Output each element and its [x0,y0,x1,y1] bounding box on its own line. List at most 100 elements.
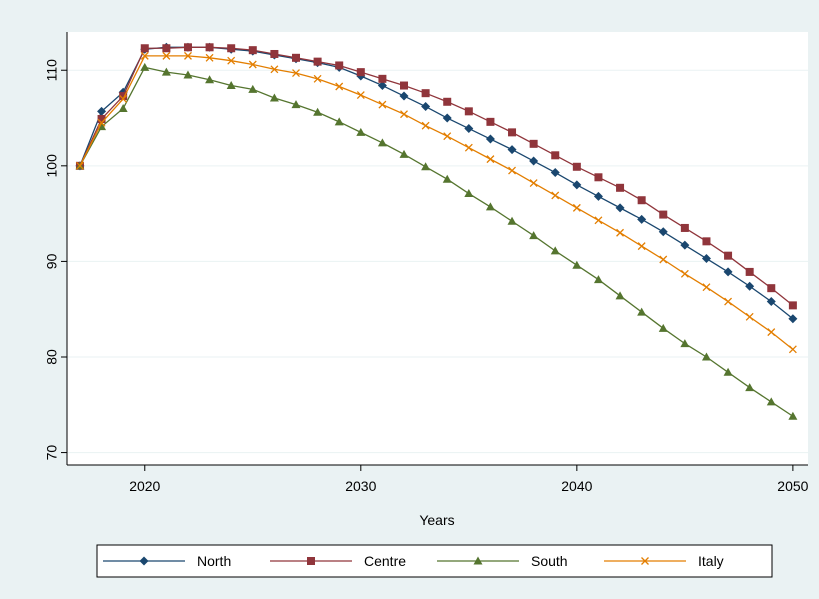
data-point [508,128,517,137]
data-point [680,223,689,232]
data-point [400,81,409,90]
data-point [637,214,647,224]
legend-label: Italy [698,553,724,569]
data-point [377,138,387,147]
data-point [399,91,409,101]
data-point [248,84,258,93]
data-point [442,174,452,183]
data-point [464,143,473,152]
data-point [162,51,171,60]
data-point [637,307,647,316]
data-point [97,114,106,123]
series-line [79,55,794,350]
data-point [291,53,300,62]
legend-marker [139,556,149,566]
data-point [356,91,365,100]
data-point [97,118,106,127]
data-point [76,161,84,170]
y-tick-label: 90 [44,253,60,269]
data-point [767,284,776,293]
data-point [702,237,711,246]
legend-label: South [531,553,568,569]
data-point [356,127,366,136]
data-point [270,49,279,58]
data-point [615,203,625,213]
data-point [788,411,798,420]
data-point [378,74,387,83]
data-point [486,155,495,164]
data-point [118,103,128,112]
x-tick-label: 2030 [345,478,376,494]
data-point [269,93,279,102]
data-point [248,60,257,69]
data-point [421,89,430,98]
data-point [313,107,323,116]
data-point [615,291,625,300]
data-point [335,61,344,70]
data-point [529,139,538,148]
data-point [745,312,754,321]
data-point [421,121,430,130]
data-point [443,132,452,141]
x-tick-label: 2020 [129,478,160,494]
data-point [205,75,215,84]
data-point [248,46,257,55]
data-point [529,156,539,166]
data-point [572,162,581,171]
data-point [485,202,495,211]
data-point [723,267,733,277]
data-point [291,100,301,109]
data-point [378,100,387,109]
data-point [97,106,107,116]
legend-label: Centre [364,553,406,569]
data-point [464,124,474,134]
data-point [659,255,668,264]
data-point [119,92,128,101]
data-point [442,113,452,123]
data-point [356,68,365,77]
data-point [701,352,711,361]
data-point [183,43,192,52]
data-point [702,283,711,292]
data-point [616,183,625,192]
data-point [724,251,733,260]
data-point [701,254,711,264]
data-point [377,81,387,91]
data-point [550,168,560,178]
legend-marker [473,556,483,565]
data-point [745,281,755,291]
data-point [637,242,646,251]
data-point [788,314,798,324]
data-point [443,97,452,106]
data-point [313,74,322,83]
data-point [745,383,755,392]
data-point [572,180,582,190]
y-tick-label: 110 [44,59,60,82]
data-point [334,117,344,126]
x-tick-label: 2050 [777,478,808,494]
data-point [226,81,236,90]
data-point [183,70,193,79]
data-point [529,231,539,240]
y-tick-label: 100 [44,154,60,178]
data-point [486,117,495,126]
data-point [594,173,603,182]
data-point [421,162,431,171]
data-point [161,67,171,76]
data-point [270,65,279,74]
data-point [507,145,517,155]
data-point [162,44,171,53]
plot-area [67,32,808,465]
data-point [140,44,149,53]
data-point [724,297,733,306]
data-point [140,51,149,60]
data-point [400,110,408,119]
data-point [658,227,668,237]
data-point [572,203,581,212]
data-point [745,267,754,276]
y-tick-label: 80 [44,349,60,365]
data-point [421,102,431,112]
data-point [227,56,236,65]
data-point [529,179,538,187]
